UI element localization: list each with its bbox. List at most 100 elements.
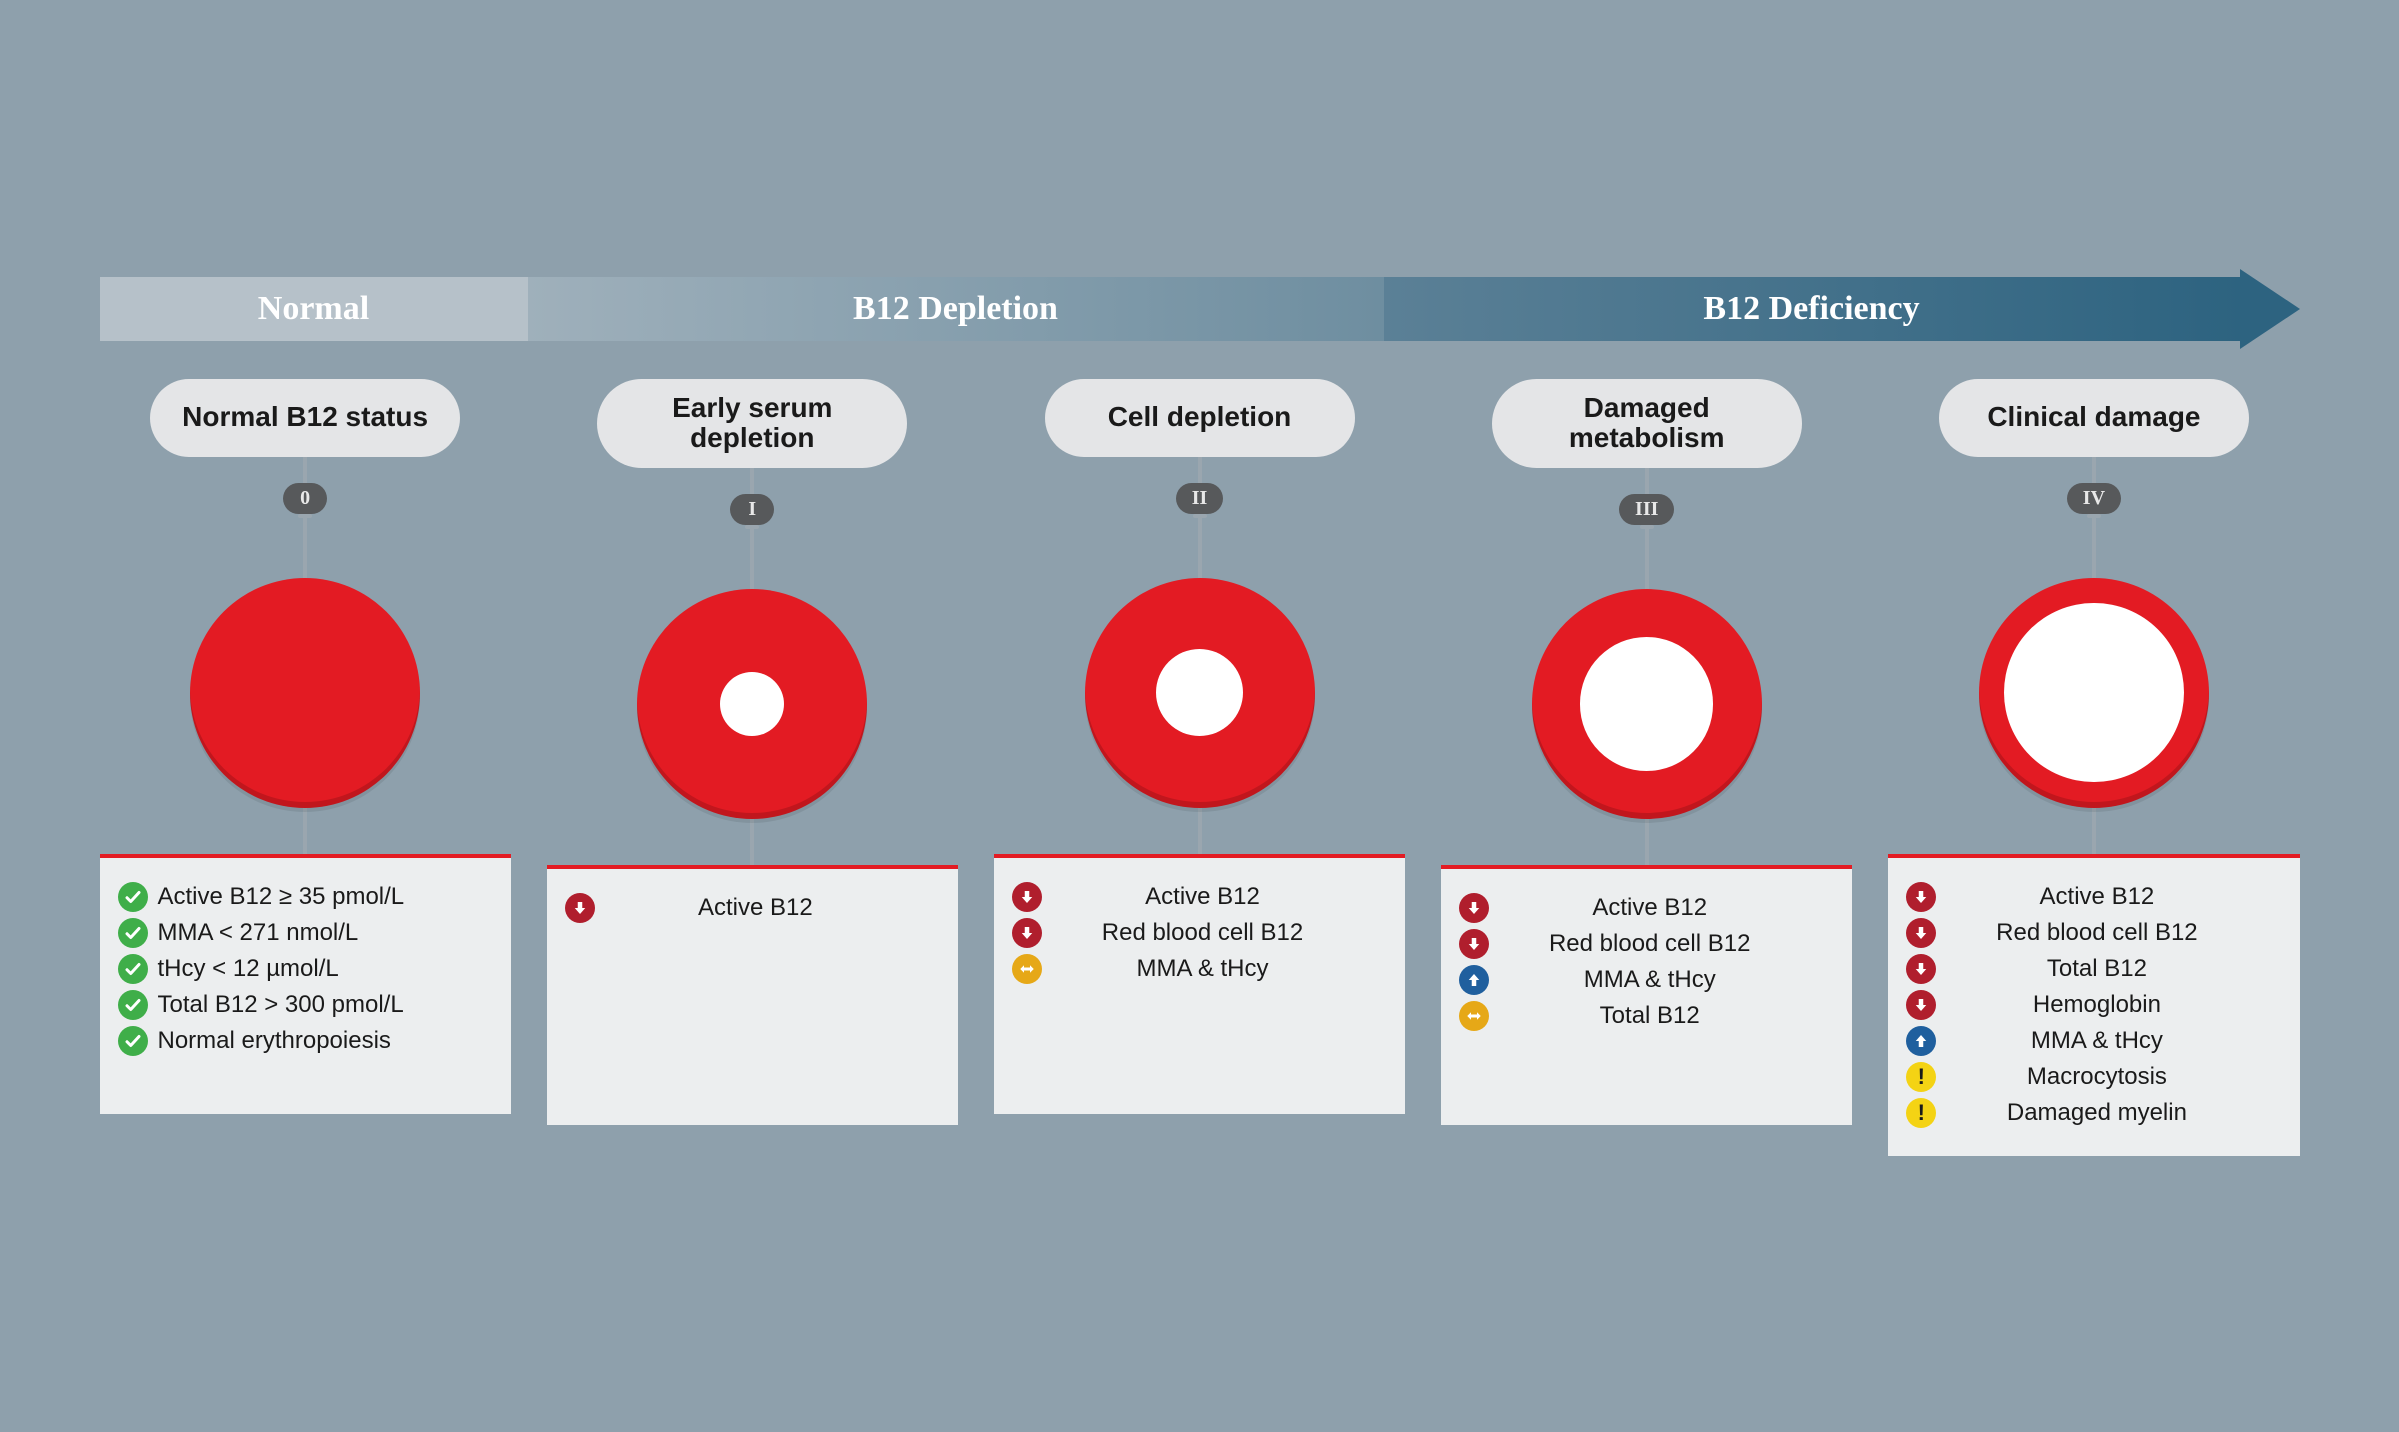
marker-text: Total B12 — [1499, 1002, 1834, 1030]
stage-title: Clinical damage — [1939, 379, 2249, 457]
marker-text: Active B12 — [1499, 894, 1834, 922]
marker-text: tHcy < 12 µmol/L — [158, 955, 493, 983]
marker-row: ! Damaged myelin — [1906, 1098, 2281, 1128]
swap-icon — [1459, 1001, 1489, 1031]
up-icon — [1906, 1026, 1936, 1056]
marker-row: Active B12 — [565, 893, 940, 923]
stages-row: Normal B12 status 0 Active B12 ≥ 35 pmol… — [100, 379, 2300, 1156]
stage-title: Cell depletion — [1045, 379, 1355, 457]
down-icon — [1012, 882, 1042, 912]
stage-4: Clinical damage IV Active B12 Red blood c… — [1888, 379, 2299, 1156]
cell-icon — [637, 589, 867, 819]
marker-text: Active B12 — [1052, 883, 1387, 911]
marker-row: Hemoglobin — [1906, 990, 2281, 1020]
down-icon — [1012, 918, 1042, 948]
marker-text: Normal erythropoiesis — [158, 1027, 493, 1055]
marker-text: MMA & tHcy — [1499, 966, 1834, 994]
down-icon — [1906, 882, 1936, 912]
connector — [750, 819, 754, 865]
marker-row: Active B12 ≥ 35 pmol/L — [118, 882, 493, 912]
check-icon — [118, 990, 148, 1020]
down-icon — [1459, 893, 1489, 923]
phase-deficiency: B12 Deficiency — [1384, 277, 2240, 341]
stage-numeral: II — [1176, 483, 1224, 514]
check-icon — [118, 882, 148, 912]
marker-row: MMA < 271 nmol/L — [118, 918, 493, 948]
marker-panel: Active B12 — [547, 865, 958, 1125]
stage-numeral: III — [1619, 494, 1674, 525]
stage-1: Early serum depletion I Active B12 — [547, 379, 958, 1156]
marker-row: Total B12 — [1459, 1001, 1834, 1031]
marker-panel: Active B12 Red blood cell B12 Total B12 Hem… — [1888, 854, 2299, 1156]
cell-icon — [190, 578, 420, 808]
connector — [750, 468, 754, 494]
connector — [303, 808, 307, 854]
swap-icon — [1012, 954, 1042, 984]
marker-text: Red blood cell B12 — [1499, 930, 1834, 958]
stage-3: Damaged metabolism III Active B12 Red blo… — [1441, 379, 1852, 1156]
marker-text: Active B12 — [1946, 883, 2281, 911]
connector — [1198, 518, 1202, 578]
marker-text: Total B12 > 300 pmol/L — [158, 991, 493, 1019]
connector — [1645, 468, 1649, 494]
check-icon — [118, 954, 148, 984]
marker-text: Hemoglobin — [1946, 991, 2281, 1019]
marker-row: Red blood cell B12 — [1906, 918, 2281, 948]
stage-numeral: IV — [2067, 483, 2121, 514]
stage-title: Normal B12 status — [150, 379, 460, 457]
connector — [2092, 457, 2096, 483]
down-icon — [1459, 929, 1489, 959]
marker-row: Active B12 — [1012, 882, 1387, 912]
marker-row: Normal erythropoiesis — [118, 1026, 493, 1056]
marker-text: MMA & tHcy — [1946, 1027, 2281, 1055]
phase-arrow: Normal B12 Depletion B12 Deficiency — [100, 277, 2300, 341]
marker-row: Active B12 — [1459, 893, 1834, 923]
connector — [1645, 819, 1649, 865]
marker-row: Red blood cell B12 — [1459, 929, 1834, 959]
marker-row: Total B12 > 300 pmol/L — [118, 990, 493, 1020]
marker-text: Red blood cell B12 — [1052, 919, 1387, 947]
down-icon — [1906, 990, 1936, 1020]
cell-icon — [1532, 589, 1762, 819]
connector — [750, 529, 754, 589]
connector — [303, 457, 307, 483]
marker-text: MMA & tHcy — [1052, 955, 1387, 983]
stage-0: Normal B12 status 0 Active B12 ≥ 35 pmol… — [100, 379, 511, 1156]
marker-panel: Active B12 Red blood cell B12 MMA & tHcy To… — [1441, 865, 1852, 1125]
phase-depletion: B12 Depletion — [528, 277, 1384, 341]
connector — [1198, 808, 1202, 854]
marker-row: MMA & tHcy — [1459, 965, 1834, 995]
connector — [2092, 808, 2096, 854]
cell-icon — [1979, 578, 2209, 808]
arrow-head-icon — [2240, 269, 2300, 349]
connector — [303, 518, 307, 578]
connector — [2092, 518, 2096, 578]
stage-numeral: I — [730, 494, 774, 525]
phase-normal: Normal — [100, 277, 528, 341]
diagram: Normal B12 Depletion B12 Deficiency Norm… — [100, 277, 2300, 1156]
down-icon — [1906, 954, 1936, 984]
stage-title: Early serum depletion — [597, 379, 907, 469]
stage-title: Damaged metabolism — [1492, 379, 1802, 469]
marker-text: Total B12 — [1946, 955, 2281, 983]
check-icon — [118, 918, 148, 948]
marker-text: Red blood cell B12 — [1946, 919, 2281, 947]
marker-row: tHcy < 12 µmol/L — [118, 954, 493, 984]
connector — [1198, 457, 1202, 483]
marker-panel: Active B12 Red blood cell B12 MMA & tHcy — [994, 854, 1405, 1114]
marker-text: Damaged myelin — [1946, 1099, 2281, 1127]
marker-row: MMA & tHcy — [1012, 954, 1387, 984]
marker-row: Active B12 — [1906, 882, 2281, 912]
stage-numeral: 0 — [283, 483, 327, 514]
down-icon — [565, 893, 595, 923]
warn-icon: ! — [1906, 1098, 1936, 1128]
marker-text: Macrocytosis — [1946, 1063, 2281, 1091]
marker-text: MMA < 271 nmol/L — [158, 919, 493, 947]
down-icon — [1906, 918, 1936, 948]
check-icon — [118, 1026, 148, 1056]
marker-row: !Macrocytosis — [1906, 1062, 2281, 1092]
marker-text: Active B12 ≥ 35 pmol/L — [158, 883, 493, 911]
marker-row: MMA & tHcy — [1906, 1026, 2281, 1056]
stage-2: Cell depletion II Active B12 Red blood ce… — [994, 379, 1405, 1156]
connector — [1645, 529, 1649, 589]
